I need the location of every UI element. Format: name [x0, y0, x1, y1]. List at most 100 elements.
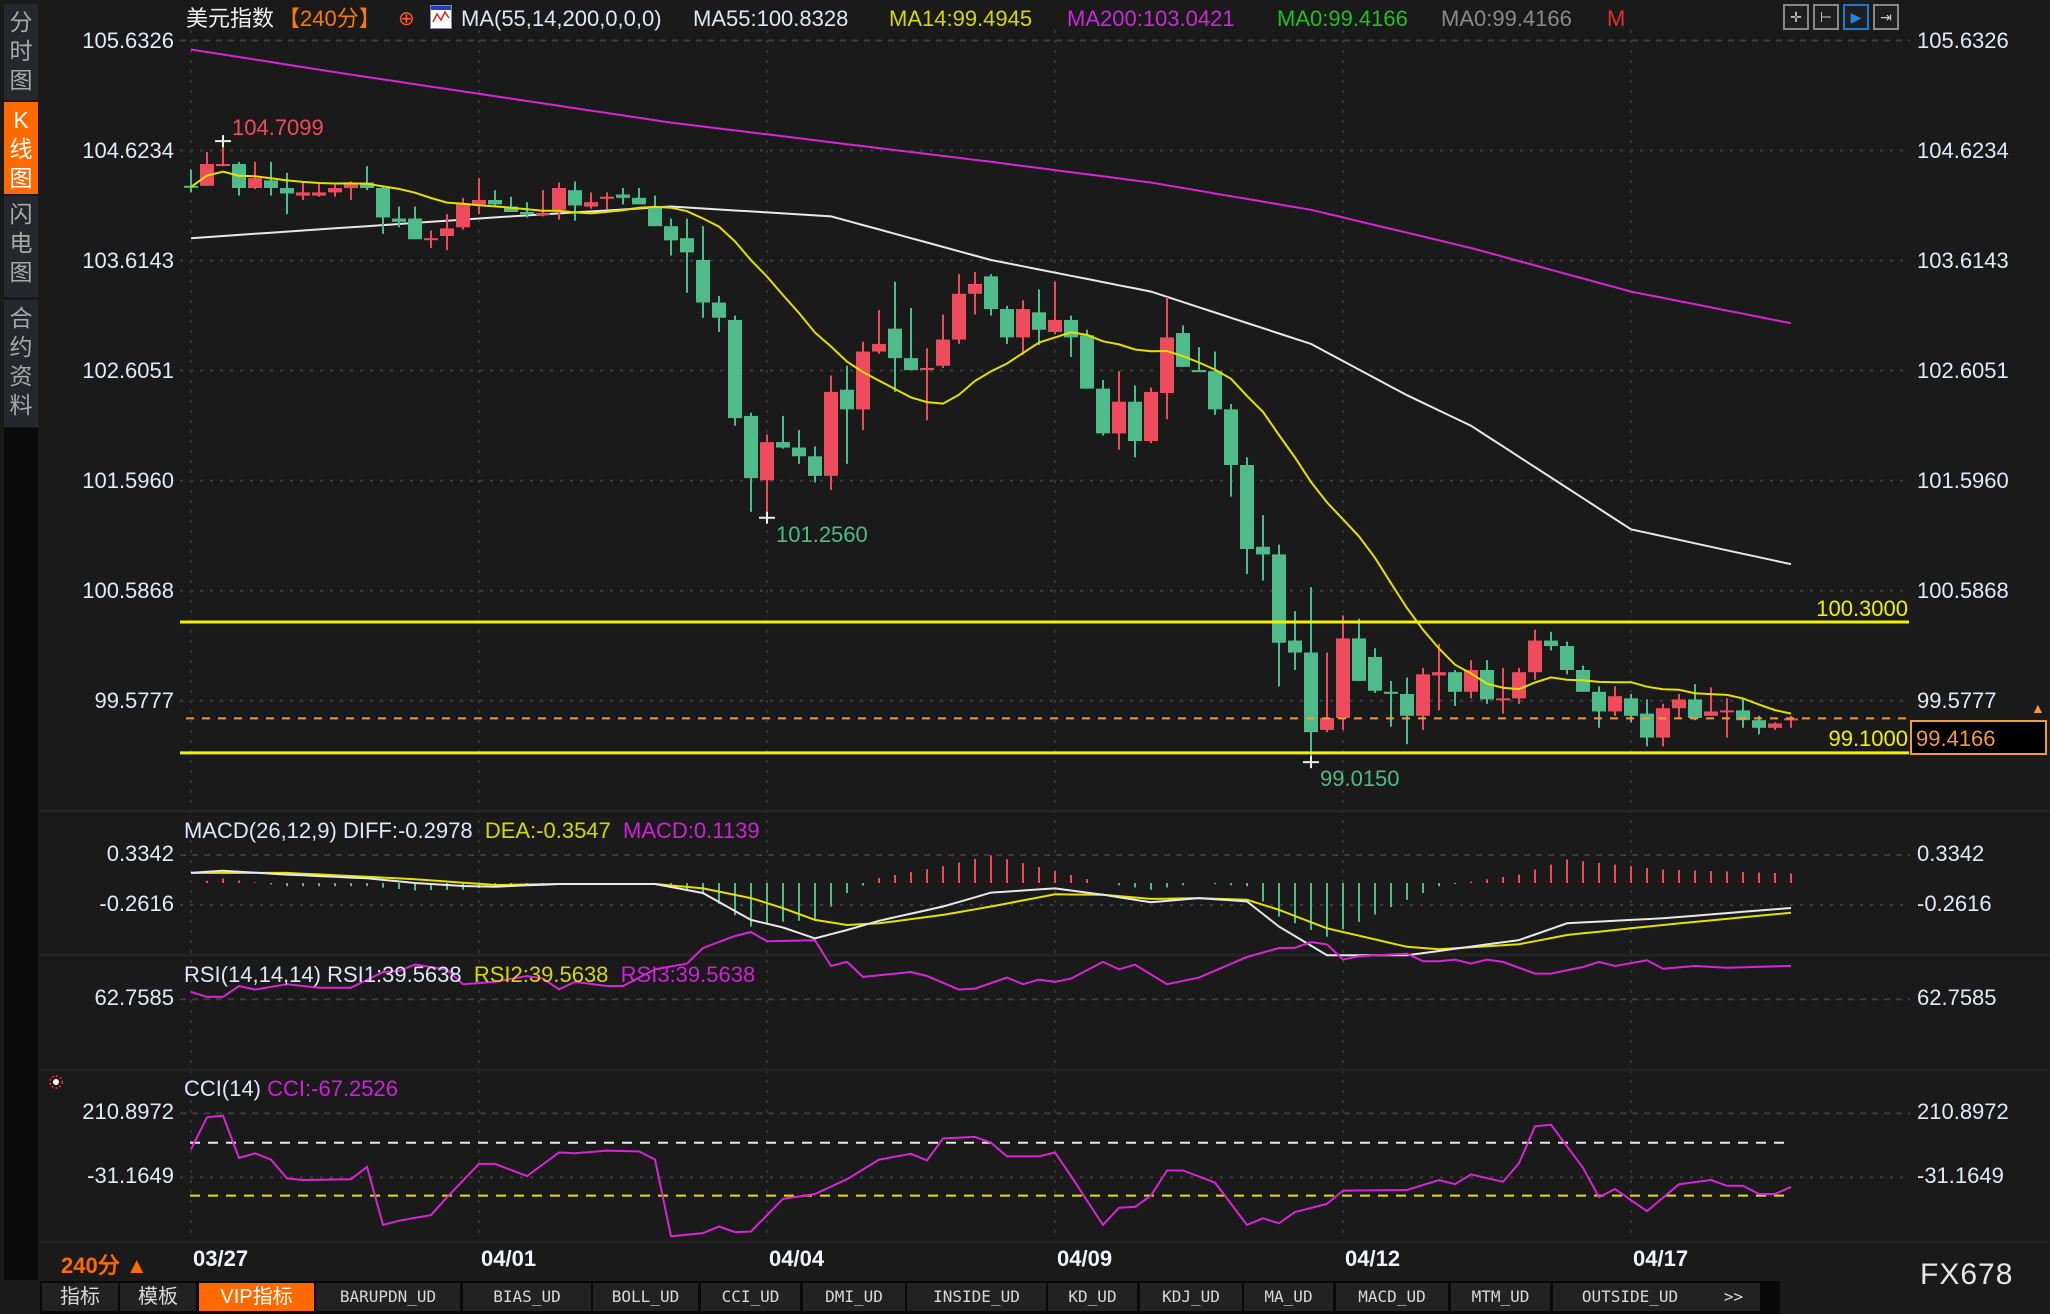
candle-body	[1048, 319, 1062, 332]
tab-templates[interactable]: 模板	[120, 1283, 196, 1311]
candle-body	[1448, 672, 1462, 692]
tab-boll-ud[interactable]: BOLL_UD	[593, 1283, 698, 1311]
indicator-chart-icon[interactable]	[430, 5, 452, 29]
period-label[interactable]: 【240分】	[278, 6, 381, 31]
candle-body	[776, 442, 790, 448]
cci-tick: -31.1649	[1917, 1163, 2004, 1188]
candle-body	[1560, 646, 1574, 671]
candle-body	[520, 211, 534, 215]
right-price-tick: 102.6051	[1917, 358, 2009, 383]
rsi2-value: RSI2:39.5638	[473, 962, 609, 987]
tab-kd-ud[interactable]: KD_UD	[1048, 1283, 1137, 1311]
jump-to-end-icon[interactable]: ⇥	[1873, 4, 1899, 30]
tab-barupdn-ud[interactable]: BARUPDN_UD	[316, 1283, 460, 1311]
ma0-green-value: MA0:99.4166	[1277, 6, 1408, 31]
candle-body	[904, 358, 918, 371]
candle-body	[216, 164, 230, 167]
candle-body	[1320, 717, 1334, 730]
sidebar-tab-flash-chart[interactable]: 闪电图	[4, 196, 38, 297]
tab-indicators[interactable]: 指标	[42, 1283, 118, 1311]
m-marker: M	[1607, 6, 1626, 31]
candle-body	[552, 188, 566, 210]
tab-vip-indicators[interactable]: VIP指标	[199, 1283, 314, 1311]
macd-dea-line	[191, 871, 1792, 951]
extreme-markers	[215, 135, 1319, 769]
cci-legend: CCI(14) CCI:-67.2526	[184, 1076, 398, 1102]
candle-body	[680, 238, 694, 253]
cci-tick: -31.1649	[87, 1163, 174, 1188]
candle-body	[472, 199, 486, 205]
rsi1-value: RSI1:39.5638	[327, 962, 462, 987]
candle-body	[584, 202, 598, 207]
right-price-tick: 101.5960	[1917, 468, 2009, 493]
tab-cci-ud[interactable]: CCI_UD	[701, 1283, 800, 1311]
candle-body	[1304, 652, 1318, 733]
symbol-name: 美元指数	[186, 6, 275, 31]
candle-body	[1592, 691, 1606, 712]
last-price-box: 99.4166	[1910, 720, 2047, 755]
tab-inside-ud[interactable]: INSIDE_UD	[907, 1283, 1046, 1311]
candle-body	[824, 391, 838, 476]
tab-bias-ud[interactable]: BIAS_UD	[463, 1283, 591, 1311]
candle-body	[1640, 713, 1654, 738]
rsi-tick: 62.7585	[94, 985, 174, 1010]
candle-body	[1608, 696, 1622, 712]
candle-body	[1416, 674, 1430, 716]
high-price-label: 104.7099	[232, 115, 324, 140]
tab-dmi-ud[interactable]: DMI_UD	[803, 1283, 905, 1311]
tab-kdj-ud[interactable]: KDJ_UD	[1140, 1283, 1242, 1311]
indicator-settings-icon[interactable]	[48, 1074, 64, 1090]
cci-line	[190, 1114, 1792, 1238]
level-lines	[180, 620, 1909, 755]
left-price-tick: 105.6326	[82, 28, 174, 53]
candle-body	[1544, 640, 1558, 647]
crosshair-icon[interactable]: ✛	[1783, 4, 1809, 30]
play-forward-icon[interactable]: ▶	[1843, 4, 1869, 30]
period-selector[interactable]: 240分 ▲	[61, 1253, 148, 1278]
cci-value: CCI:-67.2526	[267, 1076, 398, 1101]
date-label: 03/27	[193, 1246, 249, 1271]
date-label: 04/04	[769, 1246, 825, 1271]
range-select-icon[interactable]: ⊢	[1813, 4, 1839, 30]
rsi-tick: 62.7585	[1917, 985, 1997, 1010]
date-label: 04/09	[1057, 1246, 1113, 1271]
candle-body	[744, 415, 758, 479]
candle-body	[1112, 401, 1126, 434]
candle-body	[1624, 698, 1638, 716]
candle-body	[264, 180, 278, 189]
candle-body	[1704, 711, 1718, 716]
sidebar-tab-timeshare[interactable]: 分时图	[4, 4, 38, 100]
sidebar-tab-kline[interactable]: K线图	[4, 102, 38, 194]
tab-mtm-ud[interactable]: MTM_UD	[1451, 1283, 1550, 1311]
sidebar-tab-contract-info[interactable]: 合约资料	[4, 300, 38, 427]
resistance-label: 100.3000	[1816, 596, 1908, 621]
candle-body	[808, 456, 822, 476]
ma14-value: MA14:99.4945	[889, 6, 1033, 31]
candle-body	[408, 218, 422, 240]
left-price-tick: 103.6143	[82, 248, 174, 273]
candle-body	[1656, 708, 1670, 738]
add-indicator-icon[interactable]: ⊕	[398, 8, 415, 30]
low-price-label: 101.2560	[776, 522, 868, 547]
candles	[184, 141, 1798, 763]
tab-macd-ud[interactable]: MACD_UD	[1336, 1283, 1448, 1311]
candle-body	[344, 182, 358, 189]
macd-tick: 0.3342	[106, 841, 174, 866]
candle-body	[424, 238, 438, 241]
tab-scroll-more[interactable]: >>	[1707, 1283, 1760, 1311]
candle-body	[1096, 388, 1110, 434]
left-price-tick: 102.6051	[82, 358, 174, 383]
indicator-tab-bar: 指标 模板 VIP指标 BARUPDN_UD BIAS_UD BOLL_UD C…	[40, 1281, 1780, 1314]
macd-panel-plot	[190, 855, 1792, 957]
ma200-value: MA200:103.0421	[1067, 6, 1235, 31]
candle-body	[1400, 693, 1414, 716]
ma-params: MA(55,14,200,0,0,0)	[461, 6, 662, 31]
candle-body	[1768, 723, 1782, 728]
tab-ma-ud[interactable]: MA_UD	[1244, 1283, 1333, 1311]
left-price-tick: 100.5868	[82, 578, 174, 603]
macd-tick: 0.3342	[1917, 841, 1985, 866]
tab-outside-ud[interactable]: OUTSIDE_UD	[1553, 1283, 1707, 1311]
last-price-value: 99.4166	[1916, 726, 1996, 751]
right-price-tick: 103.6143	[1917, 248, 2009, 273]
